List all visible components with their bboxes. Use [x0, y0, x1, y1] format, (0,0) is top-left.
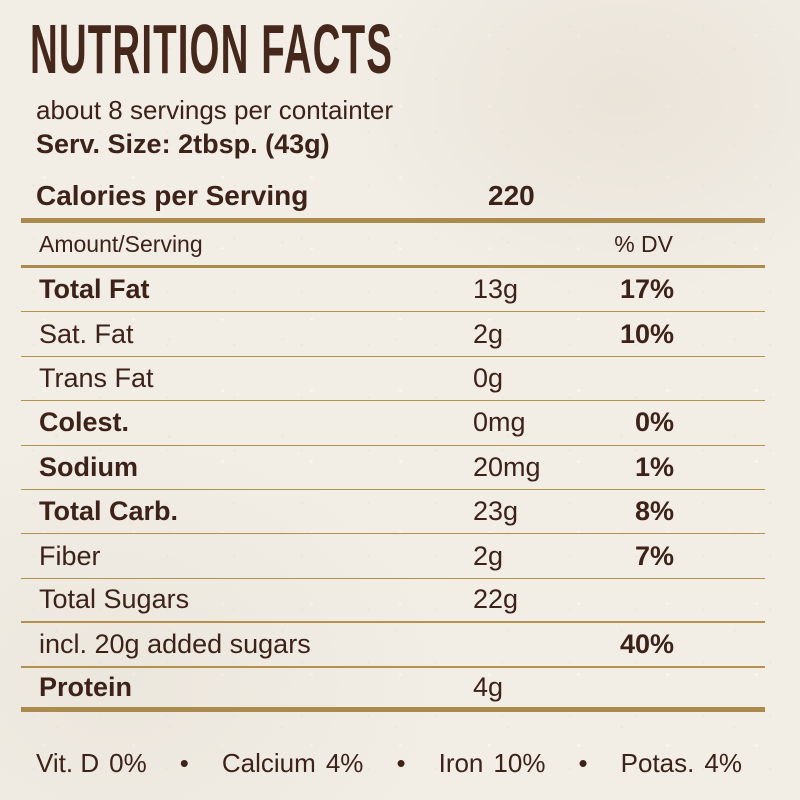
micronutrient-item: Vit. D 0%: [36, 748, 147, 779]
micronutrient-value: 0%: [109, 748, 147, 778]
nutrient-amount: 2g: [473, 540, 504, 571]
nutrient-dv: 8%: [634, 496, 674, 527]
nutrient-amount: 13g: [473, 274, 519, 305]
micronutrient-item: Potas. 4%: [621, 748, 742, 779]
nutrient-label: Total Fat: [39, 274, 150, 305]
micronutrient-label: Calcium: [221, 748, 316, 778]
micronutrients-row: Vit. D 0% • Calcium 4% • Iron 10% • Potas. 4%: [36, 748, 742, 779]
micronutrient-value: 10%: [493, 748, 546, 778]
nutrient-amount: 0mg: [473, 407, 526, 438]
nutrient-label: Sat. Fat: [39, 318, 134, 349]
bullet-separator: •: [396, 748, 406, 778]
nutrient-amount: 23g: [473, 496, 519, 527]
nutrient-dv: 1%: [634, 451, 674, 482]
micronutrient-label: Potas.: [620, 748, 695, 778]
micronutrient-value: 4%: [704, 748, 742, 778]
micronutrient-item: Calcium 4%: [222, 748, 364, 779]
nutrient-row: Sodium 20mg 1%: [21, 446, 765, 490]
calories-value: 220: [488, 180, 535, 211]
nutrient-row: Colest. 0mg 0%: [21, 401, 765, 446]
nutrient-row: Trans Fat 0g: [21, 357, 765, 402]
calories-label: Calories per Serving: [36, 180, 309, 211]
nutrient-label: Total Carb.: [39, 496, 179, 527]
serving-size: Serv. Size: 2tbsp. (43g): [36, 129, 330, 159]
nutrient-amount: 20mg: [473, 451, 541, 482]
table-header: Amount/Serving % DV: [21, 218, 765, 268]
nutrient-label: Fiber: [39, 540, 101, 571]
serving-info: about 8 servings per containter Serv. Si…: [36, 94, 393, 161]
micronutrient-item: Iron 10%: [439, 748, 546, 779]
nutrient-dv: 17%: [619, 274, 674, 305]
percent-dv-header: % DV: [614, 230, 673, 257]
nutrient-label: Total Sugars: [39, 584, 190, 615]
nutrient-label: Trans Fat: [39, 362, 154, 393]
bullet-separator: •: [578, 748, 588, 778]
nutrient-label: incl. 20g added sugars: [39, 628, 311, 659]
page-title: NUTRITION FACTS: [30, 10, 393, 88]
nutrient-dv: 10%: [619, 318, 674, 349]
servings-per-container: about 8 servings per containter: [36, 95, 393, 125]
nutrient-label: Colest.: [39, 407, 130, 438]
nutrient-dv: 0%: [634, 407, 674, 438]
nutrient-amount: 0g: [473, 362, 504, 393]
nutrition-table: Amount/Serving % DV Total Fat 13g 17% Sat. …: [21, 218, 765, 712]
nutrient-row: Protein 4g: [21, 668, 765, 712]
nutrient-row: Sat. Fat 2g 10%: [21, 312, 765, 357]
nutrient-row: Fiber 2g 7%: [21, 534, 765, 579]
micronutrient-value: 4%: [325, 748, 364, 778]
nutrient-row: Total Fat 13g 17%: [21, 268, 765, 313]
nutrient-label: Sodium: [39, 451, 138, 482]
nutrient-label: Protein: [39, 671, 133, 702]
nutrient-dv: 7%: [634, 540, 674, 571]
nutrient-amount: 2g: [473, 318, 504, 349]
calories-row: Calories per Serving 220: [21, 180, 765, 216]
bullet-separator: •: [179, 748, 189, 778]
nutrient-row: Total Carb. 23g 8%: [21, 490, 765, 535]
nutrient-row: incl. 20g added sugars 40%: [21, 623, 765, 668]
table-rows: Total Fat 13g 17% Sat. Fat 2g 10% Trans Fat 0g C…: [21, 268, 765, 712]
nutrient-dv: 40%: [619, 628, 674, 659]
nutrient-row: Total Sugars 22g: [21, 579, 765, 624]
amount-serving-header: Amount/Serving: [39, 230, 203, 257]
micronutrient-label: Vit. D: [36, 748, 100, 778]
nutrient-amount: 22g: [473, 584, 519, 615]
micronutrient-label: Iron: [438, 748, 484, 778]
nutrient-amount: 4g: [473, 671, 504, 702]
